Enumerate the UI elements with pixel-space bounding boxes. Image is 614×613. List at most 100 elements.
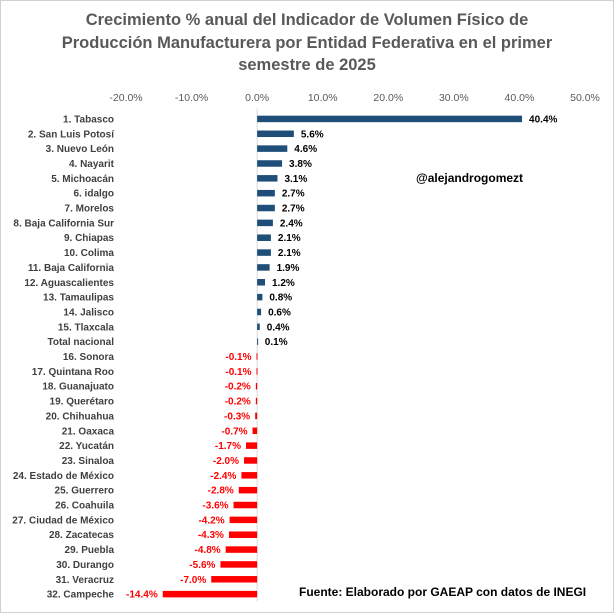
category-label: 24. Estado de México <box>13 471 114 482</box>
data-label: -0.1% <box>225 352 251 363</box>
bar <box>257 115 523 123</box>
data-label: -0.2% <box>225 397 251 408</box>
data-label: -7.0% <box>180 575 206 586</box>
bar <box>257 279 266 286</box>
bar <box>257 219 273 227</box>
data-label: -0.1% <box>225 367 251 378</box>
x-tick-label: 30.0% <box>439 92 469 104</box>
data-label: 1.2% <box>272 278 295 289</box>
category-label: 14. Jalisco <box>63 307 114 318</box>
category-label: 20. Chihuahua <box>46 411 115 422</box>
category-label: 10. Colima <box>64 248 114 259</box>
bar <box>255 397 258 405</box>
bar <box>241 472 258 479</box>
bar <box>257 145 288 152</box>
category-label: 32. Campeche <box>47 590 115 601</box>
category-label: 4. Nayarit <box>69 159 115 170</box>
bar <box>257 249 271 256</box>
bar <box>257 175 278 182</box>
data-label: 1.9% <box>277 263 300 274</box>
data-label: -4.2% <box>198 515 224 526</box>
bar <box>228 531 258 538</box>
category-label: Total nacional <box>48 337 115 348</box>
data-label: 4.6% <box>294 144 317 155</box>
category-label: 15. Tlaxcala <box>58 322 115 333</box>
bar <box>220 561 258 568</box>
category-label: 21. Oaxaca <box>62 426 115 437</box>
bar <box>252 427 258 435</box>
bar <box>257 234 271 241</box>
category-label: 13. Tamaulipas <box>43 293 114 304</box>
source-note: Fuente: Elaborado por GAEAP con datos de… <box>299 585 587 599</box>
bar <box>255 382 258 390</box>
data-label: 3.8% <box>289 159 312 170</box>
category-label: 16. Sonora <box>63 352 115 363</box>
data-label: -1.7% <box>215 441 241 452</box>
data-label: 0.8% <box>269 293 292 304</box>
data-label: -2.0% <box>213 456 239 467</box>
data-label: 3.1% <box>284 174 307 185</box>
category-label: 25. Guerrero <box>55 486 114 497</box>
bar <box>257 293 263 301</box>
x-tick-label: 50.0% <box>570 92 600 104</box>
data-label: 2.4% <box>280 218 303 229</box>
category-label: 3. Nuevo León <box>46 144 114 155</box>
category-label: 6. idalgo <box>73 189 114 200</box>
bar <box>233 501 258 509</box>
bar <box>255 412 258 420</box>
bar <box>211 576 258 583</box>
category-label: 17. Quintana Roo <box>32 367 114 378</box>
data-label: -3.6% <box>202 501 228 512</box>
category-label: 2. San Luis Potosí <box>28 129 115 140</box>
bar <box>244 457 258 464</box>
data-label: -4.3% <box>198 530 224 541</box>
category-label: 7. Morelos <box>65 204 115 215</box>
bar <box>257 204 275 212</box>
data-label: -4.8% <box>195 545 221 556</box>
category-label: 23. Sinaloa <box>62 456 115 467</box>
data-label: 0.1% <box>265 337 288 348</box>
category-label: 29. Puebla <box>65 545 115 556</box>
data-label: -2.8% <box>208 486 234 497</box>
data-label: 5.6% <box>301 129 324 140</box>
category-label: 27. Ciudad de México <box>12 515 114 526</box>
x-tick-label: 10.0% <box>308 92 338 104</box>
category-label: 19. Querétaro <box>50 397 114 408</box>
data-label: 2.7% <box>282 204 305 215</box>
x-tick-label: -10.0% <box>175 92 208 104</box>
x-tick-label: 20.0% <box>373 92 403 104</box>
category-label: 5. Michoacán <box>51 174 114 185</box>
bar <box>257 189 275 197</box>
category-label: 26. Coahuila <box>55 501 114 512</box>
category-label: 1. Tabasco <box>63 114 114 125</box>
category-label: 12. Aguascalientes <box>24 278 114 289</box>
bar <box>229 516 258 524</box>
bar <box>257 264 270 271</box>
category-label: 9. Chiapas <box>64 233 114 244</box>
chart-title: Crecimiento % anual del Indicador de Vol… <box>61 11 553 74</box>
data-label: 40.4% <box>529 114 557 125</box>
bar <box>245 442 258 449</box>
data-label: -5.6% <box>189 560 215 571</box>
category-label: 8. Baja California Sur <box>13 218 114 229</box>
bar <box>256 353 258 360</box>
data-label: -2.4% <box>210 471 236 482</box>
x-tick-label: -20.0% <box>109 92 142 104</box>
category-label: 18. Guanajuato <box>42 382 114 393</box>
data-label: -0.3% <box>224 411 250 422</box>
bar <box>225 546 258 553</box>
data-label: 2.1% <box>278 233 301 244</box>
category-label: 30. Durango <box>56 560 114 571</box>
author-handle: @alejandrogomezt <box>416 171 524 185</box>
bar <box>257 323 260 331</box>
bar <box>257 130 294 138</box>
data-label: -0.2% <box>225 382 251 393</box>
x-tick-label: 40.0% <box>505 92 535 104</box>
x-tick-label: 0.0% <box>245 92 269 104</box>
category-label: 22. Yucatán <box>59 441 114 452</box>
data-label: -0.7% <box>221 426 247 437</box>
category-label: 28. Zacatecas <box>49 530 114 541</box>
bar <box>162 590 258 598</box>
bar <box>257 160 283 167</box>
